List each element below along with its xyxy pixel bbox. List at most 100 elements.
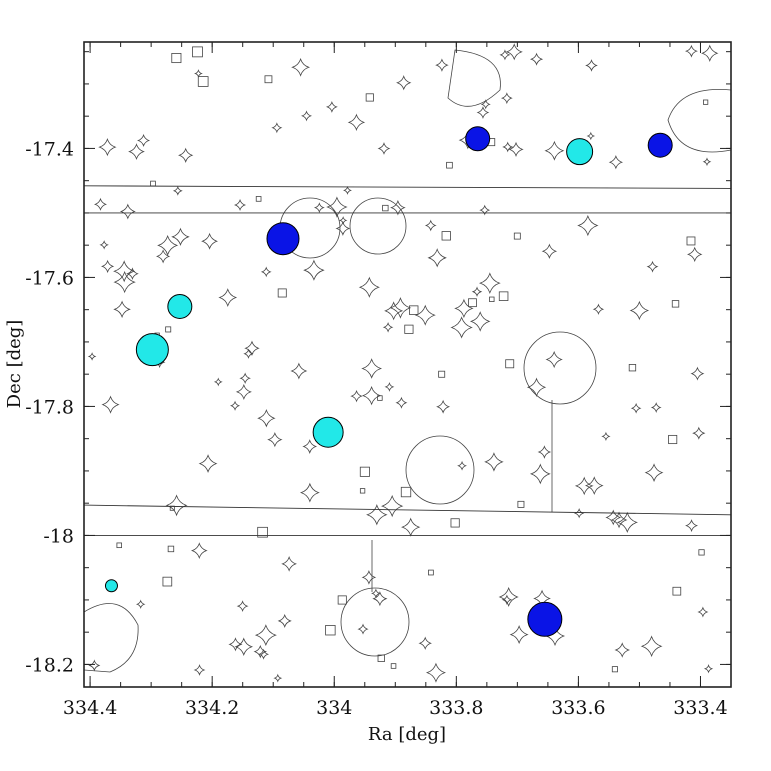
y-axis-title: Dec [deg]: [4, 320, 25, 409]
star-mask: [358, 276, 380, 298]
field-boundary-line: [83, 185, 732, 189]
star-mask: [371, 588, 381, 599]
star-mask: [610, 511, 628, 529]
star-mask-box: [517, 500, 525, 508]
star-mask: [136, 133, 151, 148]
star-mask: [135, 599, 146, 609]
star-mask: [629, 300, 650, 321]
star-mask-box: [257, 526, 268, 538]
sources-layer: [104, 126, 673, 637]
edge-mask: [83, 603, 139, 673]
star-mask-box: [197, 76, 209, 87]
y-tick-label: -17.6: [25, 267, 74, 289]
star-mask: [484, 452, 504, 472]
star-mask: [113, 300, 131, 319]
cyan-source-marker: [566, 138, 594, 166]
x-tick-labels: 334.4 334.2 334 333.8 333.6 333.4: [63, 697, 728, 719]
star-mask: [577, 214, 599, 237]
star-mask: [155, 249, 171, 264]
star-mask: [476, 106, 490, 119]
star-mask: [424, 219, 437, 232]
blue-source-marker: [465, 126, 491, 152]
field-boundary-line: [83, 504, 732, 516]
star-masks-layer: [83, 43, 732, 683]
star-mask: [361, 570, 377, 585]
star-mask-box: [628, 364, 637, 372]
star-mask: [290, 362, 308, 380]
star-mask-box: [441, 231, 451, 241]
star-mask-box: [672, 586, 682, 596]
star-mask: [113, 260, 136, 283]
star-mask-box: [468, 298, 477, 308]
star-mask: [499, 49, 511, 61]
star-mask: [382, 321, 394, 333]
star-mask: [614, 642, 631, 658]
star-mask-box: [513, 232, 521, 240]
x-tick-label: 334: [316, 697, 352, 719]
bright-star-halo: [405, 435, 475, 505]
star-mask: [229, 400, 241, 411]
star-mask: [239, 372, 251, 385]
star-mask-box: [698, 549, 705, 556]
star-mask: [271, 122, 283, 134]
y-tick-label: -17.4: [25, 138, 74, 160]
star-mask: [502, 141, 514, 153]
star-mask-box: [277, 288, 287, 298]
star-mask: [87, 352, 97, 361]
star-mask: [702, 157, 712, 167]
star-mask: [478, 272, 501, 295]
star-mask: [277, 613, 292, 628]
star-mask: [260, 266, 272, 278]
star-mask-box: [703, 99, 709, 105]
cyan-source-marker: [135, 333, 169, 367]
star-mask: [254, 624, 277, 647]
star-mask: [509, 625, 529, 645]
star-mask: [357, 623, 369, 635]
star-mask: [303, 259, 325, 281]
star-mask-box: [377, 654, 385, 662]
star-mask: [395, 396, 408, 409]
star-mask: [126, 267, 139, 281]
y-tick-label: -18: [43, 525, 74, 547]
star-mask: [273, 673, 283, 683]
star-mask: [377, 142, 391, 155]
star-mask: [335, 221, 351, 236]
star-mask: [640, 635, 663, 658]
star-mask: [299, 482, 320, 503]
star-mask: [281, 555, 298, 572]
star-mask: [338, 216, 348, 225]
star-mask: [267, 431, 283, 448]
plot-frame: [83, 41, 732, 688]
star-mask-box: [165, 326, 172, 333]
star-mask: [258, 648, 270, 660]
star-mask: [479, 204, 491, 216]
cyan-source-marker: [167, 293, 193, 319]
star-mask: [545, 350, 563, 369]
star-mask: [301, 110, 313, 122]
star-mask: [692, 426, 706, 440]
star-mask: [505, 43, 523, 61]
star-mask-box: [400, 486, 412, 498]
star-mask-box: [359, 466, 370, 477]
star-mask-box: [255, 196, 262, 202]
star-mask: [361, 358, 383, 379]
star-mask: [384, 301, 404, 321]
star-mask: [93, 197, 108, 211]
cyan-source-marker: [312, 416, 344, 448]
star-mask: [450, 316, 473, 339]
star-mask-box: [382, 204, 389, 212]
star-mask: [436, 399, 451, 414]
star-mask: [218, 288, 238, 307]
star-mask-box: [505, 359, 515, 369]
star-mask-box: [359, 488, 366, 494]
star-mask: [541, 243, 558, 259]
star-mask: [586, 131, 596, 141]
star-mask: [119, 203, 136, 220]
star-mask: [157, 234, 179, 256]
x-tick-label: 333.4: [673, 697, 727, 719]
star-mask: [435, 58, 449, 72]
bright-star-mask: [447, 49, 501, 107]
blue-source-marker: [647, 132, 673, 158]
y-tick-label: -18.2: [25, 654, 74, 676]
